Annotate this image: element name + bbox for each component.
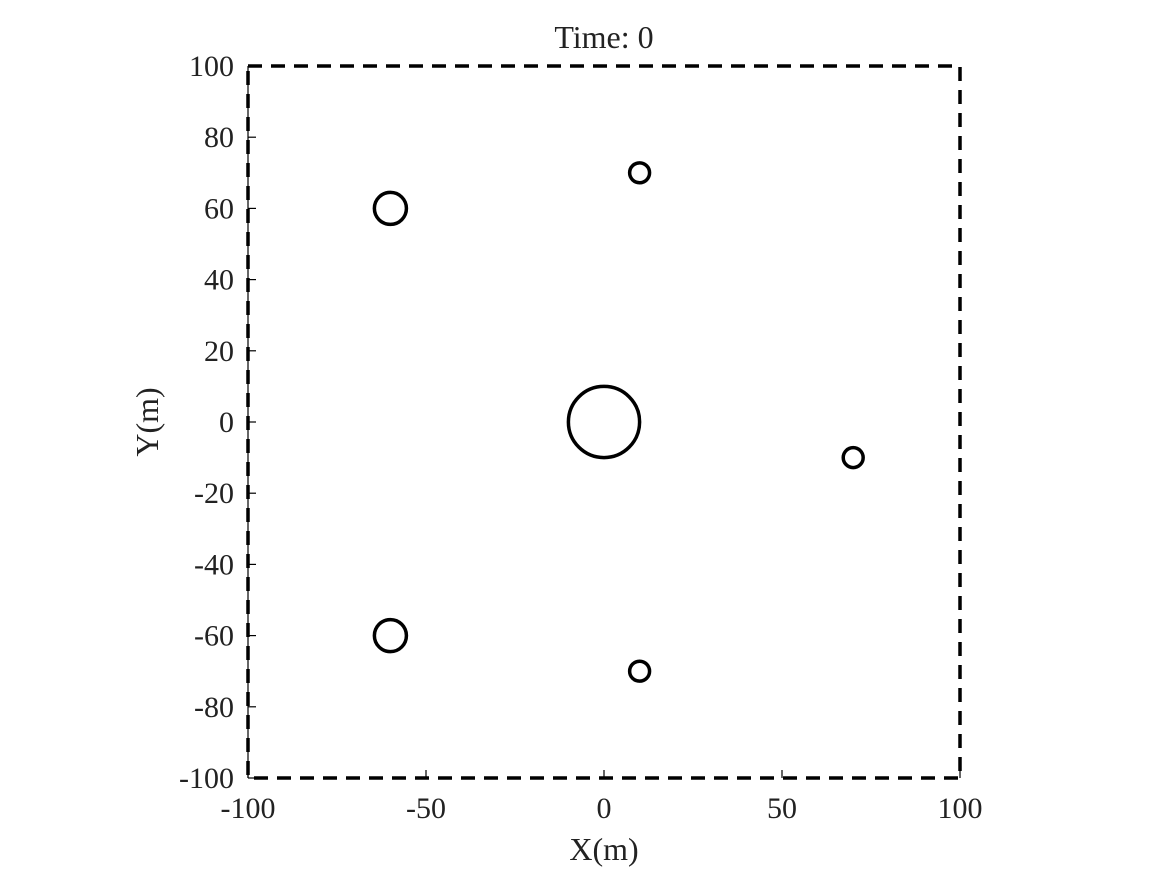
data-point-circle (372, 190, 409, 227)
y-tick-label: -60 (194, 620, 234, 653)
y-tick-label: 60 (204, 192, 234, 225)
x-tick-label: -100 (221, 792, 276, 825)
x-axis-label: X(m) (569, 831, 638, 867)
y-tick-label: 100 (189, 50, 234, 83)
x-tick-label: 100 (938, 792, 983, 825)
x-tick-label: -50 (406, 792, 446, 825)
plot-frame (246, 64, 962, 780)
y-tick-label: 20 (204, 335, 234, 368)
y-tick-label: -100 (179, 762, 234, 795)
y-axis-label: Y(m) (129, 387, 165, 456)
x-tick-label: 50 (767, 792, 797, 825)
y-tick-label: -80 (194, 691, 234, 724)
y-tick-label: 80 (204, 121, 234, 154)
x-tick-label: 0 (597, 792, 612, 825)
plot-boundary (246, 64, 962, 780)
data-point-circle (627, 659, 652, 683)
y-tick-label: -20 (194, 477, 234, 510)
y-axis-ticks: -100 -80 -60 -40 -20 0 20 40 60 80 100 (179, 50, 256, 795)
x-axis-ticks: -100 -50 0 50 100 (221, 770, 983, 825)
y-tick-label: 0 (219, 406, 234, 439)
data-point-circle (627, 161, 652, 185)
y-tick-label: -40 (194, 548, 234, 581)
y-tick-label: 40 (204, 264, 234, 297)
data-point-circle (566, 384, 642, 460)
data-point-circle (841, 445, 865, 470)
data-point-circle (372, 617, 409, 654)
data-markers (372, 161, 865, 683)
chart-title: Time: 0 (554, 19, 653, 55)
